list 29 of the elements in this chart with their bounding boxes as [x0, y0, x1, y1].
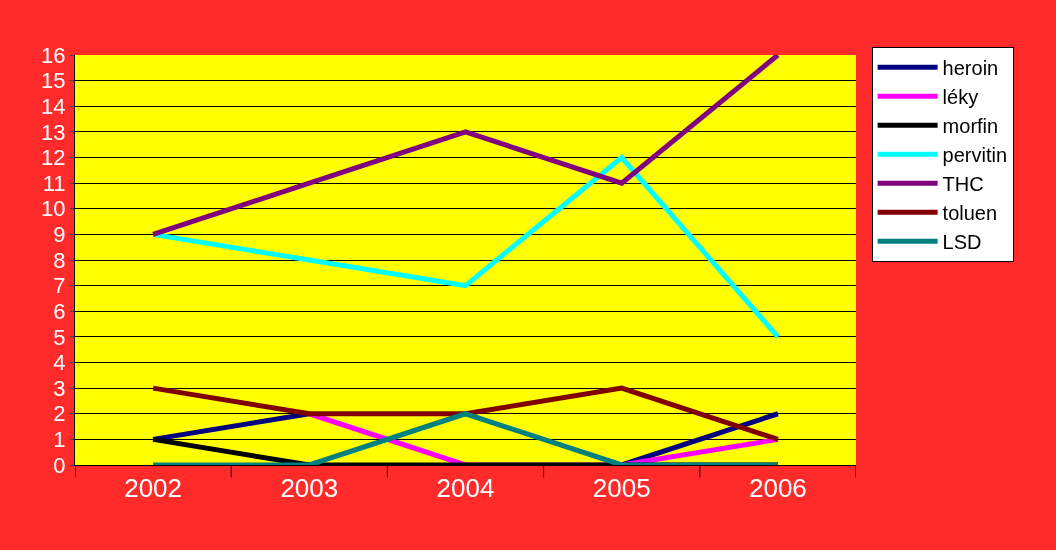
y-tick-label: 6 [53, 298, 66, 324]
y-tick-label: 2 [53, 401, 66, 427]
y-tick-label: 13 [41, 119, 66, 145]
legend-label: léky [942, 86, 979, 109]
x-tick-label: 2005 [592, 473, 651, 504]
y-tick-label: 1 [53, 427, 66, 453]
y-tick-label: 9 [53, 222, 66, 248]
x-tick-label: 2002 [124, 473, 183, 504]
y-tick-label: 11 [42, 170, 66, 196]
legend-label: THC [942, 173, 984, 196]
y-tick-label: 8 [53, 247, 66, 273]
y-tick-label: 10 [41, 196, 66, 222]
y-tick-label: 14 [41, 93, 66, 119]
y-tick-label: 5 [53, 324, 66, 350]
legend-label: LSD [942, 231, 982, 254]
x-tick-label: 2003 [280, 473, 339, 504]
legend-label: heroin [942, 57, 999, 80]
legend-label: morfin [942, 115, 999, 138]
legend-label: toluen [942, 202, 998, 225]
x-tick-label: 2006 [748, 473, 807, 504]
x-tick-label: 2004 [436, 473, 495, 504]
y-tick-label: 7 [53, 273, 66, 299]
y-tick-label: 3 [53, 375, 66, 401]
y-tick-label: 15 [41, 68, 66, 94]
y-tick-label: 4 [53, 350, 66, 376]
legend-label: pervitin [942, 144, 1008, 167]
y-tick-label: 12 [41, 145, 66, 171]
y-tick-label: 16 [41, 42, 66, 68]
y-tick-label: 0 [53, 452, 66, 478]
